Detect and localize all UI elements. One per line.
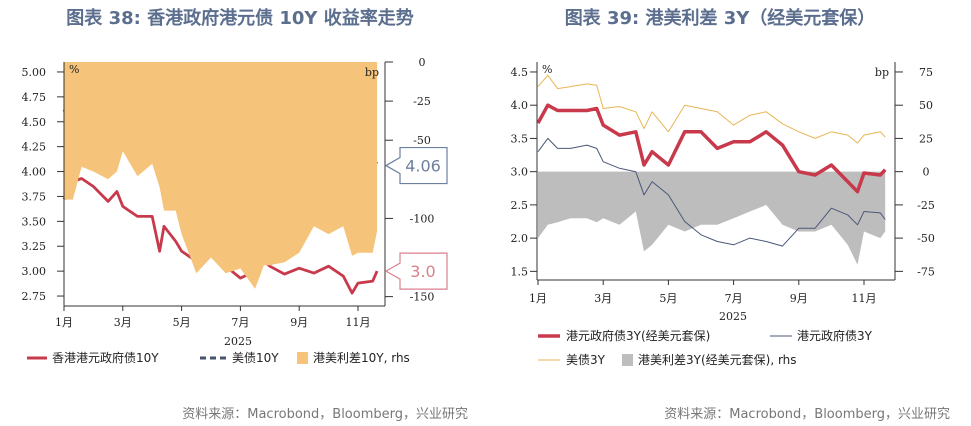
left-tick-label: 4.0 (511, 99, 529, 112)
x-tick-label: 3月 (114, 316, 132, 329)
left-tick-label: 4.00 (22, 166, 47, 179)
left-tick-label: 3.25 (22, 240, 47, 253)
chart2: 4.5 4.0 3.5 3.0 2.5 2.0 1.5 75 50 25 0 -25 -50 -75 1月 3… (511, 62, 935, 323)
left-tick-label: 3.0 (511, 166, 529, 179)
left-tick-label: 2.0 (511, 232, 529, 245)
right-unit-label: bp (875, 66, 889, 79)
legend-label-spread10y: 港美利差10Y, rhs (313, 351, 410, 365)
chart1: 5.004.754.504.254.003.753.503.253.002.75… (22, 56, 448, 348)
legend-label-hk3y: 港元政府债3Y (797, 328, 873, 343)
legend-label-us3y: 美债3Y (566, 353, 606, 367)
right-tick-label: -25 (917, 199, 935, 212)
x-tick-label: 7月 (725, 292, 743, 305)
right-tick-label: 75 (919, 66, 933, 79)
x-tick-label: 1月 (55, 316, 73, 329)
left-tick-label: 3.75 (22, 190, 47, 203)
legend-label-hk3y-hedged: 港元政府债3Y(经美元套保) (566, 328, 710, 343)
left-tick-label: 3.5 (511, 132, 529, 145)
chart2-source: 资料来源：Macrobond，Bloomberg，兴业研究 (664, 407, 950, 422)
right-tick-label: -50 (917, 232, 935, 245)
left-tick-label: 2.75 (22, 290, 47, 303)
x-tick-label: 7月 (231, 316, 249, 329)
left-tick-label: 2.5 (511, 199, 529, 212)
value-callout-text: 3.0 (410, 262, 435, 281)
left-unit-label: % (69, 63, 79, 76)
value-callout-text: 4.06 (405, 157, 441, 176)
x-tick-label: 1月 (529, 292, 547, 305)
left-unit-label: % (542, 63, 552, 76)
spread-area (64, 62, 378, 289)
right-tick-label: -100 (410, 212, 435, 225)
right-tick-label: -25 (413, 95, 431, 108)
right-tick-label: -150 (410, 291, 435, 304)
right-tick-label: 25 (919, 132, 933, 145)
left-tick-label: 1.5 (511, 265, 529, 278)
right-tick-label: 0 (419, 56, 426, 69)
spread-area (538, 171, 886, 265)
x-tick-label: 3月 (594, 292, 612, 305)
value-callout (384, 252, 448, 290)
legend-label-spread3y: 港美利差3Y(经美元套保), rhs (638, 353, 797, 367)
value-callout (384, 146, 448, 185)
chart1-legend: 香港港元政府债10Y 美债10Y 港美利差10Y, rhs (27, 350, 410, 365)
left-tick-label: 5.00 (22, 66, 47, 79)
chart2-title: 图表 39: 港美利差 3Y（经美元套保） (565, 7, 876, 29)
x-tick-label: 9月 (790, 292, 808, 305)
right-tick-label: -75 (917, 265, 935, 278)
chart1-source: 资料来源：Macrobond，Bloomberg，兴业研究 (182, 407, 468, 422)
year-label: 2025 (719, 310, 747, 323)
x-tick-label: 11月 (346, 316, 371, 329)
left-tick-label: 4.50 (22, 116, 47, 129)
legend-label-us10y: 美债10Y (232, 351, 279, 365)
x-tick-label: 5月 (659, 292, 677, 305)
right-tick-label: 0 (923, 166, 930, 179)
right-tick-label: -50 (413, 134, 431, 147)
x-tick-label: 11月 (852, 292, 877, 305)
left-tick-label: 4.25 (22, 141, 47, 154)
left-tick-label: 4.75 (22, 91, 47, 104)
legend-swatch-spread3y (622, 354, 633, 366)
x-tick-label: 5月 (173, 316, 191, 329)
left-tick-label: 3.00 (22, 265, 47, 278)
x-tick-label: 9月 (290, 316, 308, 329)
left-tick-label: 3.50 (22, 215, 47, 228)
chart2-legend: 港元政府债3Y(经美元套保) 港元政府债3Y 美债3Y 港美利差3Y(经美元套保… (538, 328, 873, 367)
legend-label-hk10y: 香港港元政府债10Y (52, 350, 159, 365)
legend-swatch-spread10y (297, 352, 308, 364)
right-tick-label: 50 (919, 99, 933, 112)
left-tick-label: 4.5 (511, 66, 529, 79)
chart1-title: 图表 38: 香港政府港元债 10Y 收益率走势 (66, 7, 413, 29)
year-label: 2025 (224, 335, 252, 348)
right-unit-label: bp (365, 66, 379, 79)
